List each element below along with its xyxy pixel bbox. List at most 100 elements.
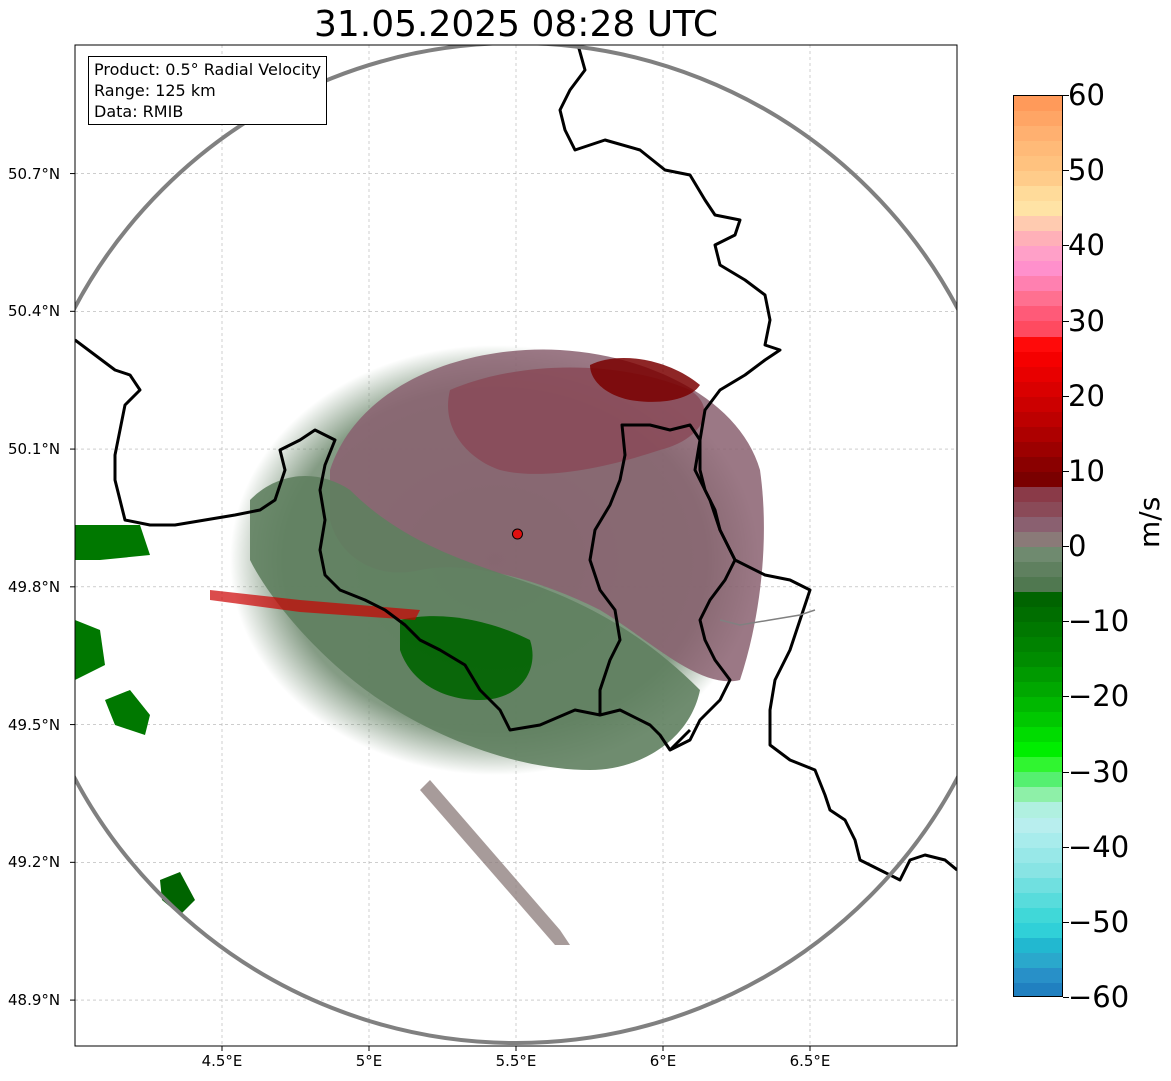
colorbar-segment xyxy=(1014,982,1062,996)
colorbar-segment xyxy=(1014,727,1062,743)
colorbar-tick-mark xyxy=(1063,696,1069,698)
colorbar-segment xyxy=(1014,892,1062,908)
colorbar-segment xyxy=(1014,516,1062,532)
colorbar-segment xyxy=(1014,486,1062,502)
colorbar-segment xyxy=(1014,787,1062,803)
colorbar-tick-mark xyxy=(1063,95,1069,96)
info-range: Range: 125 km xyxy=(94,81,216,100)
colorbar-tick-mark xyxy=(1063,170,1069,172)
colorbar-segment xyxy=(1014,141,1062,157)
colorbar-segment xyxy=(1014,937,1062,953)
colorbar-segment xyxy=(1014,652,1062,668)
colorbar-segment xyxy=(1014,336,1062,352)
colorbar-tick-mark xyxy=(1063,921,1069,923)
colorbar-tick-mark xyxy=(1063,846,1069,848)
colorbar-segment xyxy=(1014,772,1062,788)
colorbar-segment xyxy=(1014,667,1062,683)
colorbar-segment xyxy=(1014,306,1062,322)
colorbar-segment xyxy=(1014,712,1062,728)
lat-label: 50.4°N xyxy=(8,302,61,321)
radar-site-marker xyxy=(511,528,523,540)
border-lux-west xyxy=(588,423,737,752)
product-info-box: Product: 0.5° Radial Velocity Range: 125… xyxy=(88,56,328,125)
colorbar-segment xyxy=(1014,291,1062,307)
lon-label: 6°E xyxy=(649,1052,677,1070)
range-ring xyxy=(75,45,957,1045)
colorbar-tick-mark xyxy=(1063,771,1069,773)
border-fr-be xyxy=(75,338,601,732)
colorbar-tick-label: 50 xyxy=(1068,153,1105,188)
echo-red-core xyxy=(590,357,700,402)
colorbar-segment xyxy=(1014,441,1062,457)
colorbar-segment xyxy=(1014,907,1062,923)
colorbar-segment xyxy=(1014,456,1062,472)
velocity-echoes xyxy=(75,345,764,945)
colorbar-segment xyxy=(1014,171,1062,187)
colorbar-tick-mark xyxy=(1063,546,1069,547)
colorbar-segment xyxy=(1014,832,1062,848)
lat-label: 50.7°N xyxy=(8,164,61,183)
colorbar-segment xyxy=(1014,216,1062,232)
echo-streak-south xyxy=(420,780,570,945)
colorbar-tick-label: −50 xyxy=(1068,904,1130,939)
colorbar-segment xyxy=(1014,366,1062,382)
colorbar-segment xyxy=(1014,471,1062,487)
colorbar-tick-label: −10 xyxy=(1068,604,1130,639)
colorbar-segment xyxy=(1014,261,1062,277)
colorbar-segment xyxy=(1014,877,1062,893)
echo-ground-clutter-1 xyxy=(210,590,420,620)
colorbar-segment xyxy=(1014,126,1062,142)
colorbar-tick-mark xyxy=(1063,320,1069,322)
colorbar-segment xyxy=(1014,426,1062,442)
river-moselle xyxy=(719,609,816,626)
lon-label: 4.5°E xyxy=(201,1052,243,1070)
colorbar-tick-label: −20 xyxy=(1068,679,1130,714)
colorbar-segment xyxy=(1014,156,1062,172)
colorbar-segment xyxy=(1014,817,1062,833)
lon-label: 5°E xyxy=(355,1052,383,1070)
colorbar-segment xyxy=(1014,967,1062,983)
lon-label: 6.5°E xyxy=(789,1052,831,1070)
colorbar-segment xyxy=(1014,561,1062,577)
colorbar-tick-label: −60 xyxy=(1068,980,1130,1014)
colorbar-tick-label: 40 xyxy=(1068,228,1105,263)
colorbar-segment xyxy=(1014,862,1062,878)
colorbar-segment xyxy=(1014,96,1062,112)
colorbar-segment xyxy=(1014,276,1062,292)
lon-label: 5.5°E xyxy=(495,1052,537,1070)
colorbar-tick-mark xyxy=(1063,997,1069,998)
colorbar-tick-label: −30 xyxy=(1068,754,1130,789)
lat-label: 49.8°N xyxy=(8,577,61,596)
colorbar-segment xyxy=(1014,922,1062,938)
axis-ticks xyxy=(70,173,811,1051)
colorbar-segment xyxy=(1014,321,1062,337)
colorbar xyxy=(1013,95,1063,997)
colorbar-segment xyxy=(1014,546,1062,562)
colorbar-segment xyxy=(1014,952,1062,968)
colorbar-segment xyxy=(1014,592,1062,608)
colorbar-segment xyxy=(1014,622,1062,638)
echo-west-patch-3 xyxy=(105,690,150,735)
colorbar-tick-mark xyxy=(1063,395,1069,397)
colorbar-segment xyxy=(1014,531,1062,547)
colorbar-segment xyxy=(1014,607,1062,623)
colorbar-segment xyxy=(1014,186,1062,202)
colorbar-tick-mark xyxy=(1063,470,1069,472)
colorbar-tick-label: 0 xyxy=(1068,529,1087,563)
info-data-source: Data: RMIB xyxy=(94,102,184,121)
colorbar-segment xyxy=(1014,682,1062,698)
lat-label: 49.2°N xyxy=(8,853,61,872)
colorbar-segment xyxy=(1014,802,1062,818)
colorbar-segment xyxy=(1014,381,1062,397)
border-fr-lux xyxy=(668,728,692,752)
echo-west-patch-2 xyxy=(75,620,105,680)
colorbar-unit-label: m/s xyxy=(1133,496,1166,548)
lat-label: 49.5°N xyxy=(8,715,61,734)
colorbar-segment xyxy=(1014,411,1062,427)
colorbar-tick-label: 30 xyxy=(1068,303,1105,338)
map-title: 31.05.2025 08:28 UTC xyxy=(313,4,719,45)
colorbar-segment xyxy=(1014,757,1062,773)
lat-label: 50.1°N xyxy=(8,440,61,459)
colorbar-segment xyxy=(1014,351,1062,367)
